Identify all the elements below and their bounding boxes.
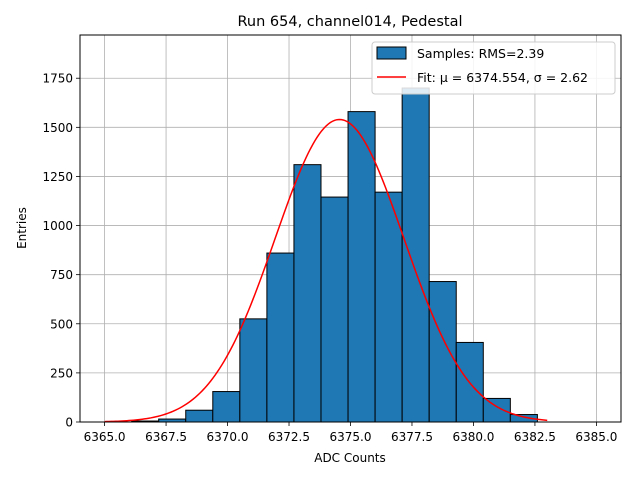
x-tick-label: 6375.0 [330,430,372,444]
histogram-bar [374,191,403,423]
legend-box [371,41,616,95]
y-tick-label: 250 [50,366,73,380]
histogram-bar [266,252,295,423]
legend-fit-label: Fit: μ = 6374.554, σ = 2.62 [417,70,588,85]
fit-curve [104,118,548,423]
histogram-bar [293,164,322,423]
chart-title: Run 654, channel014, Pedestal [237,14,462,30]
y-tick-label: 1000 [42,219,73,233]
legend: Samples: RMS=2.39 Fit: μ = 6374.554, σ =… [371,41,616,95]
y-axis-title: Entries [15,207,29,249]
y-tick-label: 0 [65,416,73,430]
y-tick-label: 1750 [42,72,73,86]
x-tick-label: 6382.5 [514,430,556,444]
histogram-bar [239,318,268,423]
histogram-bar [428,281,457,423]
x-tick-label: 6367.5 [145,430,187,444]
x-tick-label: 6365.0 [84,430,126,444]
histogram-bar [482,397,511,423]
x-axis-title: ADC Counts [314,451,386,465]
x-tick-label: 6372.5 [268,430,310,444]
y-tick-label: 1500 [42,121,73,135]
histogram-bar [185,409,214,423]
y-axis: 0 250 500 750 1000 1250 1500 1750 [42,72,80,430]
histogram-bar [347,111,376,423]
histogram-bar [212,391,241,423]
x-tick-label: 6377.5 [391,430,433,444]
y-tick-label: 750 [50,268,73,282]
y-tick-label: 1250 [42,170,73,184]
histogram-bar [401,87,430,423]
x-axis: 6365.0 6367.5 6370.0 6372.5 6375.0 6377.5 6380… [84,422,617,444]
y-tick-label: 500 [50,317,73,331]
legend-samples-swatch [376,46,407,60]
x-tick-label: 6370.0 [207,430,249,444]
legend-samples-label: Samples: RMS=2.39 [417,46,544,61]
histogram-bar [320,196,349,423]
histogram-bars [131,87,538,423]
x-tick-label: 6385.0 [575,430,617,444]
x-tick-label: 6380.0 [452,430,494,444]
